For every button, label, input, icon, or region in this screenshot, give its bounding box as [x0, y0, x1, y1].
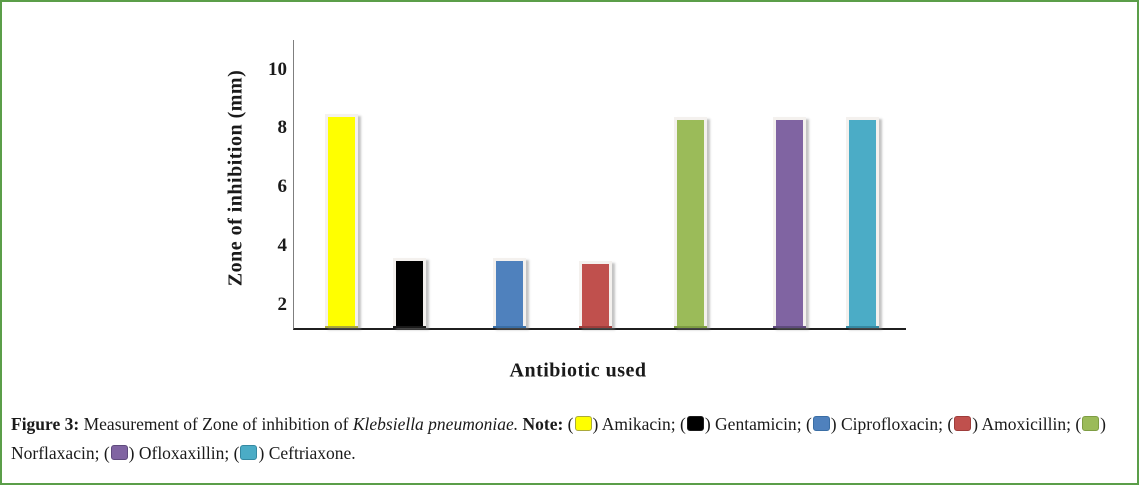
plot-area: 2 4 6 8 10: [268, 40, 906, 330]
y-tick-label-6: 6: [277, 176, 288, 197]
legend-name-amoxicillin: Amoxicillin: [981, 414, 1067, 434]
figure-label: Figure 3:: [11, 414, 80, 434]
note-label: Note:: [518, 414, 568, 434]
legend-name-amikacin: Amikacin: [601, 414, 671, 434]
legend-name-ceftriaxone: Ceftriaxone: [268, 443, 352, 463]
species-name: Klebsiella pneumoniae.: [352, 414, 519, 434]
bar-ceftriaxone: [845, 117, 879, 328]
legend-swatch-ceftriaxone: [240, 445, 258, 460]
y-tick-label-2: 2: [277, 293, 288, 315]
legend-swatch-ofloxaxillin: [110, 445, 128, 460]
y-tick-label-10: 10: [268, 58, 287, 80]
y-tick-label-8: 8: [277, 117, 288, 139]
x-axis-label: Antibiotic used: [509, 359, 647, 382]
bar-fill-ciprofloxacin: [495, 261, 523, 326]
legend-swatch-ciprofloxacin: [812, 416, 830, 431]
bar-fill-gentamicin: [395, 261, 423, 326]
legend-swatch-amikacin: [574, 416, 592, 431]
legend-name-norflaxacin: Norflaxacin: [11, 443, 95, 463]
bar-amikacin: [324, 114, 358, 328]
bar-fill-ofloxaxillin: [775, 120, 803, 326]
legend-swatch-gentamicin: [686, 416, 704, 431]
legend-name-ciprofloxacin: Ciprofloxacin: [840, 414, 939, 434]
legend-name-gentamicin: Gentamicin: [715, 414, 797, 434]
bar-gentamicin: [392, 258, 426, 328]
legend-name-ofloxaxillin: Ofloxaxillin: [138, 443, 225, 463]
bar-fill-amoxicillin: [581, 264, 609, 326]
bar-amoxicillin: [578, 261, 612, 328]
bar-ofloxaxillin: [772, 117, 806, 328]
bar-fill-ceftriaxone: [848, 120, 876, 326]
legend-swatch-norflaxacin: [1082, 416, 1100, 431]
bar-ciprofloxacin: [492, 258, 526, 328]
bar-norflaxacin: [673, 117, 707, 328]
caption-lead-text: Measurement of Zone of inhibition of: [79, 414, 353, 434]
legend-swatch-amoxicillin: [954, 416, 972, 431]
bar-fill-amikacin: [327, 117, 355, 326]
caption-legend: () Amikacin; () Gentamicin; () Ciproflox…: [11, 414, 1106, 463]
figure-caption: Figure 3: Measurement of Zone of inhibit…: [2, 405, 1137, 468]
y-tick-label-4: 4: [277, 234, 288, 256]
bar-fill-norflaxacin: [676, 120, 704, 326]
y-axis-label: Zone of inhibition (mm): [224, 69, 247, 287]
